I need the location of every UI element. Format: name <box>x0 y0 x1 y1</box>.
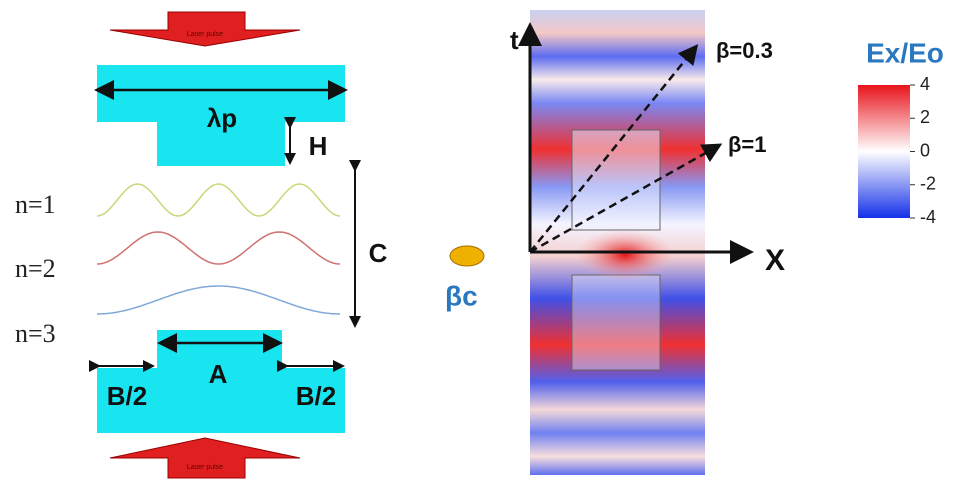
mode-label: n=1 <box>15 190 56 219</box>
colorbar-tick-label: 2 <box>920 107 930 127</box>
structure-outline <box>572 275 660 370</box>
axis-label: t <box>510 25 519 55</box>
mode-wave <box>97 286 340 314</box>
velocity-label: β=1 <box>728 132 767 157</box>
axis-label: X <box>765 244 785 277</box>
colorbar-tick-label: 0 <box>920 140 930 160</box>
electron-label: βc <box>445 280 478 311</box>
mode-wave <box>97 232 340 264</box>
colorbar-tick-label: 4 <box>920 74 930 94</box>
electron <box>450 246 484 266</box>
dim-label: B/2 <box>107 381 147 411</box>
mode-label: n=3 <box>15 319 56 348</box>
colorbar <box>858 85 910 218</box>
dim-label: λp <box>207 103 237 133</box>
laser-arrow <box>110 438 300 478</box>
figure: Laser pulse λp H n=1 n=2 n=3 C A B/2 B/2… <box>0 0 977 481</box>
pulse-label: Laser pulse <box>187 464 223 471</box>
colorbar-title: Ex/Eo <box>866 37 944 68</box>
field-peak <box>575 229 675 281</box>
velocity-label: β=0.3 <box>716 38 773 63</box>
colorbar-tick-label: -4 <box>920 207 936 227</box>
laser-arrow <box>110 12 300 46</box>
mode-label: n=2 <box>15 254 56 283</box>
dim-label: B/2 <box>296 381 336 411</box>
mode-wave <box>97 184 340 216</box>
dim-label: H <box>309 131 328 161</box>
colorbar-tick-label: -2 <box>920 174 936 194</box>
pulse-label: Laser pulse <box>187 31 223 38</box>
dim-label: C <box>369 238 388 268</box>
dim-label: A <box>209 359 228 389</box>
